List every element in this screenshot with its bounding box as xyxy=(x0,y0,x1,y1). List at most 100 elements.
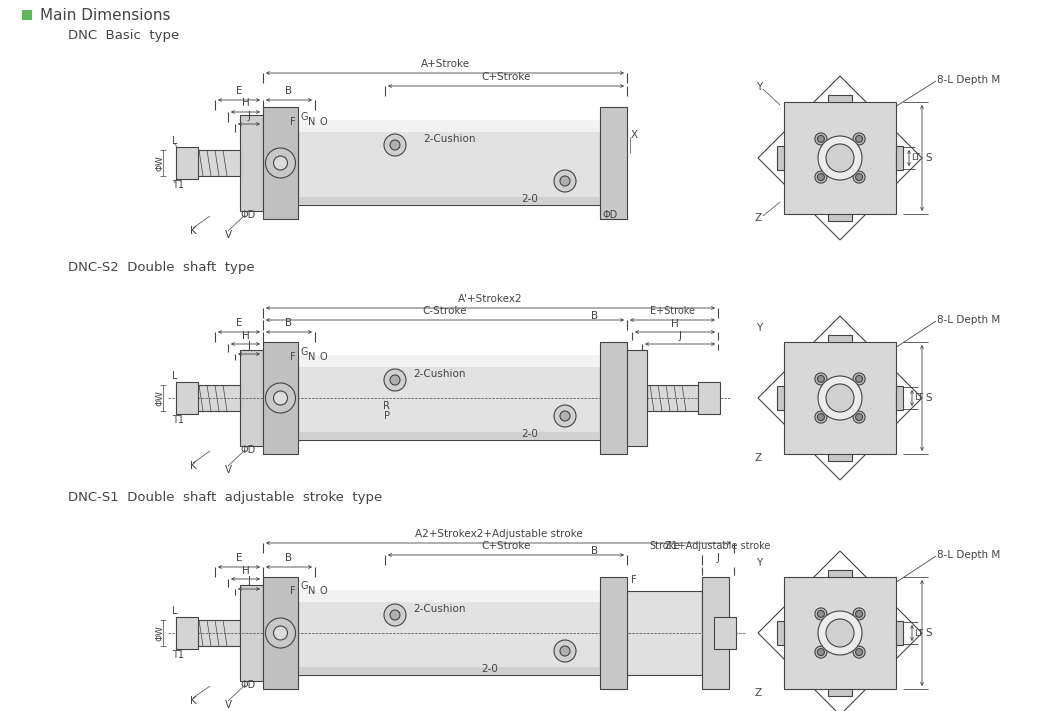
Text: 2-0: 2-0 xyxy=(522,194,538,204)
Bar xyxy=(702,577,729,689)
Text: 8-L Depth M: 8-L Depth M xyxy=(937,550,1001,560)
Text: N: N xyxy=(308,117,316,127)
Circle shape xyxy=(560,646,570,656)
Text: T1: T1 xyxy=(172,650,184,660)
Bar xyxy=(896,146,903,170)
Text: F: F xyxy=(290,586,296,596)
Circle shape xyxy=(554,640,576,662)
Circle shape xyxy=(817,173,825,181)
Bar xyxy=(298,667,600,675)
Circle shape xyxy=(855,611,863,617)
Circle shape xyxy=(815,133,827,145)
Circle shape xyxy=(560,176,570,186)
Text: F: F xyxy=(631,575,637,585)
Text: N: N xyxy=(308,352,316,362)
Bar xyxy=(176,617,198,649)
Text: K: K xyxy=(190,461,196,471)
Text: O: O xyxy=(320,586,328,596)
Circle shape xyxy=(853,171,865,183)
Text: E: E xyxy=(235,553,243,563)
Bar xyxy=(263,577,298,689)
Bar xyxy=(716,620,729,646)
Circle shape xyxy=(815,411,827,423)
Text: V: V xyxy=(225,465,231,475)
Circle shape xyxy=(818,376,862,420)
Bar xyxy=(777,621,784,645)
Text: Y: Y xyxy=(756,82,762,92)
Text: ΦD: ΦD xyxy=(602,210,618,220)
Text: P: P xyxy=(384,411,390,421)
Text: A2+Strokex2+Adjustable stroke: A2+Strokex2+Adjustable stroke xyxy=(414,529,582,539)
Text: B: B xyxy=(285,553,293,563)
Text: X: X xyxy=(631,130,638,140)
Text: DNC-S1  Double  shaft  adjustable  stroke  type: DNC-S1 Double shaft adjustable stroke ty… xyxy=(68,491,383,505)
Text: LT: LT xyxy=(914,393,923,402)
Text: J: J xyxy=(717,553,720,563)
Text: B: B xyxy=(590,311,598,321)
Text: E: E xyxy=(235,318,243,328)
Bar xyxy=(298,121,600,132)
Bar xyxy=(784,342,896,454)
Circle shape xyxy=(384,134,406,156)
Bar xyxy=(178,385,240,411)
Text: ΦW: ΦW xyxy=(156,155,164,171)
Bar xyxy=(828,214,852,221)
Text: 2-Cushion: 2-Cushion xyxy=(424,134,476,144)
Text: V: V xyxy=(225,700,231,710)
Bar xyxy=(240,585,263,681)
Bar xyxy=(784,577,896,689)
Bar xyxy=(628,591,702,675)
Bar xyxy=(777,146,784,170)
Bar xyxy=(298,432,600,440)
Text: 2-Cushion: 2-Cushion xyxy=(413,604,466,614)
Bar xyxy=(828,335,852,342)
Text: Z: Z xyxy=(755,453,762,463)
Circle shape xyxy=(855,173,863,181)
Text: G: G xyxy=(300,112,307,122)
Bar xyxy=(178,150,240,176)
Circle shape xyxy=(853,608,865,620)
Text: R: R xyxy=(383,401,390,411)
Bar xyxy=(828,95,852,102)
Bar xyxy=(240,115,263,211)
Text: F: F xyxy=(290,117,296,127)
Bar xyxy=(628,350,647,446)
Circle shape xyxy=(818,136,862,180)
Bar xyxy=(263,107,298,219)
Text: K: K xyxy=(190,226,196,236)
Text: B: B xyxy=(285,318,293,328)
Text: O: O xyxy=(320,117,328,127)
Bar xyxy=(896,386,903,410)
Bar xyxy=(896,621,903,645)
Text: B: B xyxy=(590,546,598,556)
Text: Z: Z xyxy=(755,688,762,698)
Bar xyxy=(240,350,263,446)
Circle shape xyxy=(817,611,825,617)
Bar xyxy=(263,342,298,454)
Bar xyxy=(298,356,600,367)
Bar xyxy=(714,617,736,649)
Bar xyxy=(600,577,628,689)
Bar xyxy=(298,591,600,602)
Circle shape xyxy=(815,646,827,658)
Text: Main Dimensions: Main Dimensions xyxy=(40,8,171,23)
Circle shape xyxy=(384,369,406,391)
Text: E: E xyxy=(235,86,243,96)
Text: Y: Y xyxy=(756,558,762,568)
Text: H: H xyxy=(242,98,249,108)
Text: N: N xyxy=(308,586,316,596)
Text: C-Stroke: C-Stroke xyxy=(423,306,467,316)
Circle shape xyxy=(853,411,865,423)
Circle shape xyxy=(818,611,862,655)
Text: C+Stroke: C+Stroke xyxy=(481,541,531,551)
Text: Z1+Adjustable stroke: Z1+Adjustable stroke xyxy=(666,541,771,551)
Text: ΦD: ΦD xyxy=(241,445,255,455)
Circle shape xyxy=(853,133,865,145)
Circle shape xyxy=(265,383,296,413)
Text: Z: Z xyxy=(755,213,762,223)
Bar xyxy=(600,107,628,219)
Text: G: G xyxy=(300,347,307,357)
Bar xyxy=(298,591,600,675)
Circle shape xyxy=(560,411,570,421)
Text: V: V xyxy=(225,230,231,240)
